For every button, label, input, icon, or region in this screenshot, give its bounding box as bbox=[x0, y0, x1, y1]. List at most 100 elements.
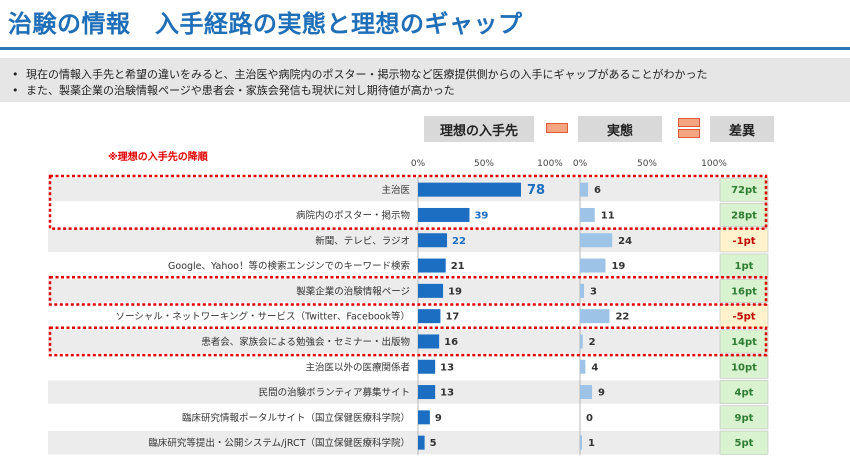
actual-value-label: 4 bbox=[591, 362, 598, 373]
category-label: 主治医 bbox=[381, 184, 410, 196]
legend-single-swatch bbox=[546, 123, 568, 133]
axis-tick-label: 0% bbox=[411, 159, 426, 169]
gap-cell bbox=[719, 228, 769, 253]
ideal-value-label: 16 bbox=[444, 337, 458, 348]
summary-text-2: また、製薬企業の治験情報ページや患者会・家族会発信も現状に対し期待値が高かった bbox=[26, 84, 455, 97]
header-ideal: 理想の入手先 bbox=[424, 116, 534, 142]
row-background bbox=[48, 279, 768, 303]
ideal-bar bbox=[418, 182, 521, 197]
gap-value: -5pt bbox=[732, 312, 755, 323]
actual-bar bbox=[580, 309, 610, 324]
actual-value-label: 19 bbox=[611, 261, 625, 272]
category-label: 臨床研究等提出・公開システム/jRCT（国立保健医療科学院） bbox=[148, 437, 410, 449]
legend-double-swatch-top bbox=[678, 118, 700, 127]
sort-note: ※理想の入手先の降順 bbox=[108, 152, 208, 163]
actual-value-label: 3 bbox=[590, 286, 597, 297]
highlight-frame bbox=[48, 326, 768, 357]
ideal-bar bbox=[418, 233, 448, 248]
ideal-bar bbox=[418, 410, 430, 425]
ideal-value-label: 5 bbox=[430, 438, 437, 449]
ideal-bar bbox=[418, 309, 441, 324]
category-label: 患者会、家族会による勉強会・セミナー・出版物 bbox=[201, 336, 410, 348]
axis-tick-label: 50% bbox=[474, 159, 494, 169]
highlight-frame bbox=[48, 275, 768, 306]
ideal-value-label: 9 bbox=[435, 413, 442, 424]
gap-value: 4pt bbox=[735, 388, 754, 399]
gap-cell bbox=[719, 380, 769, 404]
actual-bar bbox=[580, 334, 583, 349]
title-divider bbox=[0, 47, 850, 50]
gap-value: -1pt bbox=[732, 236, 755, 247]
actual-bar bbox=[580, 207, 595, 222]
ideal-value-label: 17 bbox=[445, 312, 459, 323]
ideal-bar bbox=[418, 258, 446, 273]
ideal-bar bbox=[418, 283, 444, 298]
row-background bbox=[48, 355, 768, 379]
actual-value-label: 2 bbox=[589, 337, 596, 348]
actual-bar bbox=[580, 435, 582, 450]
row-background bbox=[48, 405, 768, 429]
bullet-marker: • bbox=[12, 84, 19, 97]
ideal-value-label: 19 bbox=[448, 286, 462, 297]
ideal-bar bbox=[418, 435, 425, 450]
gap-cell bbox=[719, 278, 769, 303]
summary-bullet-2: • また、製薬企業の治験情報ページや患者会・家族会発信も現状に対し期待値が高かった bbox=[12, 82, 455, 98]
gap-cell bbox=[719, 430, 769, 455]
actual-bar bbox=[580, 258, 606, 273]
gap-value: 28pt bbox=[731, 210, 757, 221]
category-label: Google、Yahoo！等の検索エンジンでのキーワード検索 bbox=[168, 260, 410, 272]
actual-value-label: 1 bbox=[588, 438, 595, 449]
ideal-bar bbox=[418, 359, 436, 374]
header-gap: 差異 bbox=[710, 116, 774, 142]
page-title: 治験の情報 入手経路の実態と理想のギャップ bbox=[8, 10, 523, 38]
summary-bullet-1: • 現在の情報入手先と希望の違いをみると、主治医や病院内のポスター・掲示物など医療… bbox=[12, 66, 708, 82]
category-label: 民間の治験ボランティア募集サイト bbox=[259, 387, 410, 399]
gap-cell bbox=[719, 329, 769, 354]
ideal-value-label: 22 bbox=[452, 236, 466, 247]
axis-tick-label: 0% bbox=[573, 159, 588, 169]
ideal-value-label: 13 bbox=[440, 388, 454, 399]
ideal-bar bbox=[418, 207, 470, 222]
gap-value: 16pt bbox=[731, 286, 757, 297]
actual-bar bbox=[580, 385, 593, 400]
ideal-bar bbox=[418, 385, 436, 400]
actual-value-label: 22 bbox=[615, 312, 629, 323]
gap-cell bbox=[719, 203, 769, 227]
gap-value: 9pt bbox=[735, 413, 754, 424]
category-label: 製薬企業の治験情報ページ bbox=[296, 285, 410, 297]
category-label: 主治医以外の医療関係者 bbox=[305, 361, 410, 373]
ideal-value-label: 21 bbox=[451, 261, 465, 272]
actual-bar bbox=[580, 359, 586, 374]
gap-value: 10pt bbox=[731, 362, 757, 373]
axis-tick-label: 50% bbox=[637, 159, 657, 169]
summary-box: • 現在の情報入手先と希望の違いをみると、主治医や病院内のポスター・掲示物など医療… bbox=[0, 58, 850, 102]
actual-value-label: 11 bbox=[601, 210, 615, 221]
row-background bbox=[48, 329, 768, 354]
category-label: 病院内のポスター・掲示物 bbox=[296, 209, 411, 221]
axis-tick-label: 100% bbox=[537, 159, 563, 169]
ideal-value-label: 78 bbox=[527, 183, 545, 198]
gap-value: 5pt bbox=[735, 438, 754, 449]
gap-value: 72pt bbox=[731, 185, 757, 196]
axis-tick-label: 100% bbox=[701, 159, 727, 169]
actual-bar bbox=[580, 233, 613, 248]
ideal-value-label: 13 bbox=[440, 362, 454, 373]
category-label: ソーシャル・ネットワーキング・サービス（Twitter、Facebook等） bbox=[115, 311, 410, 323]
legend-double-swatch-bottom bbox=[678, 129, 700, 138]
ideal-value-label: 39 bbox=[474, 210, 488, 221]
gap-cell bbox=[719, 177, 769, 202]
category-label: 新聞、テレビ、ラジオ bbox=[315, 235, 410, 247]
actual-bar bbox=[580, 283, 585, 298]
actual-value-label: 6 bbox=[594, 185, 601, 196]
gap-cell bbox=[719, 405, 769, 430]
category-label: 臨床研究情報ポータルサイト（国立保健医療科学院） bbox=[182, 412, 410, 424]
highlight-frame bbox=[48, 174, 768, 230]
bullet-marker: • bbox=[12, 68, 19, 81]
gap-value: 14pt bbox=[731, 337, 757, 348]
header-actual: 実態 bbox=[578, 116, 662, 142]
row-background bbox=[48, 431, 768, 455]
summary-text-1: 現在の情報入手先と希望の違いをみると、主治医や病院内のポスター・掲示物など医療提… bbox=[26, 68, 708, 81]
actual-bar bbox=[580, 182, 589, 197]
ideal-bar bbox=[418, 334, 440, 349]
